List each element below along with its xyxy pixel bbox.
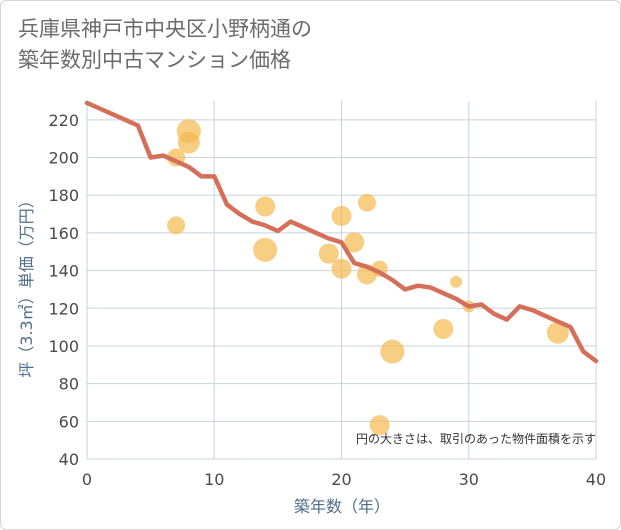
bubble-point — [344, 232, 365, 253]
bubble-point — [433, 318, 454, 339]
y-tick-label: 180 — [48, 186, 79, 205]
y-tick-label: 140 — [48, 262, 79, 281]
bubble-point — [177, 131, 200, 154]
y-tick-label: 200 — [48, 149, 79, 168]
x-tick-label: 0 — [82, 470, 92, 489]
x-tick-labels: 0 10 20 30 40 — [82, 470, 606, 489]
y-tick-label: 160 — [48, 224, 79, 243]
y-tick-label: 220 — [48, 111, 79, 130]
x-tick-label: 20 — [331, 470, 351, 489]
chart-title: 兵庫県神戸市中央区小野柄通の 築年数別中古マンション価格 — [18, 14, 312, 76]
trend-line — [84, 100, 599, 364]
grid-lines — [86, 101, 597, 460]
bubble-point — [255, 196, 276, 217]
x-axis-label: 築年数（年） — [294, 497, 390, 516]
bubble-point — [318, 243, 339, 264]
bubble-point — [253, 237, 278, 262]
y-tick-label: 100 — [48, 337, 79, 356]
y-tick-label: 40 — [59, 450, 79, 469]
y-tick-label: 120 — [48, 299, 79, 318]
chart-title-line2: 築年数別中古マンション価格 — [18, 48, 291, 72]
bubble-series — [167, 119, 569, 436]
y-axis-label: 坪（3.3㎡）単価（万円） — [17, 192, 36, 377]
y-tick-label: 60 — [59, 412, 79, 431]
y-tick-labels: 40 60 80 100 120 140 160 180 200 220 — [48, 111, 79, 469]
x-tick-label: 30 — [459, 470, 479, 489]
size-note: 円の大きさは、取引のあった物件面積を示す — [356, 431, 596, 446]
x-tick-label: 10 — [204, 470, 224, 489]
bubble-point — [380, 339, 405, 364]
bubble-point — [331, 205, 352, 226]
chart-title-line1: 兵庫県神戸市中央区小野柄通の — [18, 17, 312, 41]
bubble-point — [369, 415, 390, 436]
y-tick-label: 80 — [59, 375, 79, 394]
bubble-point — [167, 216, 186, 235]
bubble-point — [331, 258, 352, 279]
bubble-point — [450, 275, 463, 288]
bubble-point — [357, 193, 376, 212]
x-tick-label: 40 — [586, 470, 606, 489]
bubble-point — [546, 321, 569, 344]
trend-series — [84, 100, 599, 364]
